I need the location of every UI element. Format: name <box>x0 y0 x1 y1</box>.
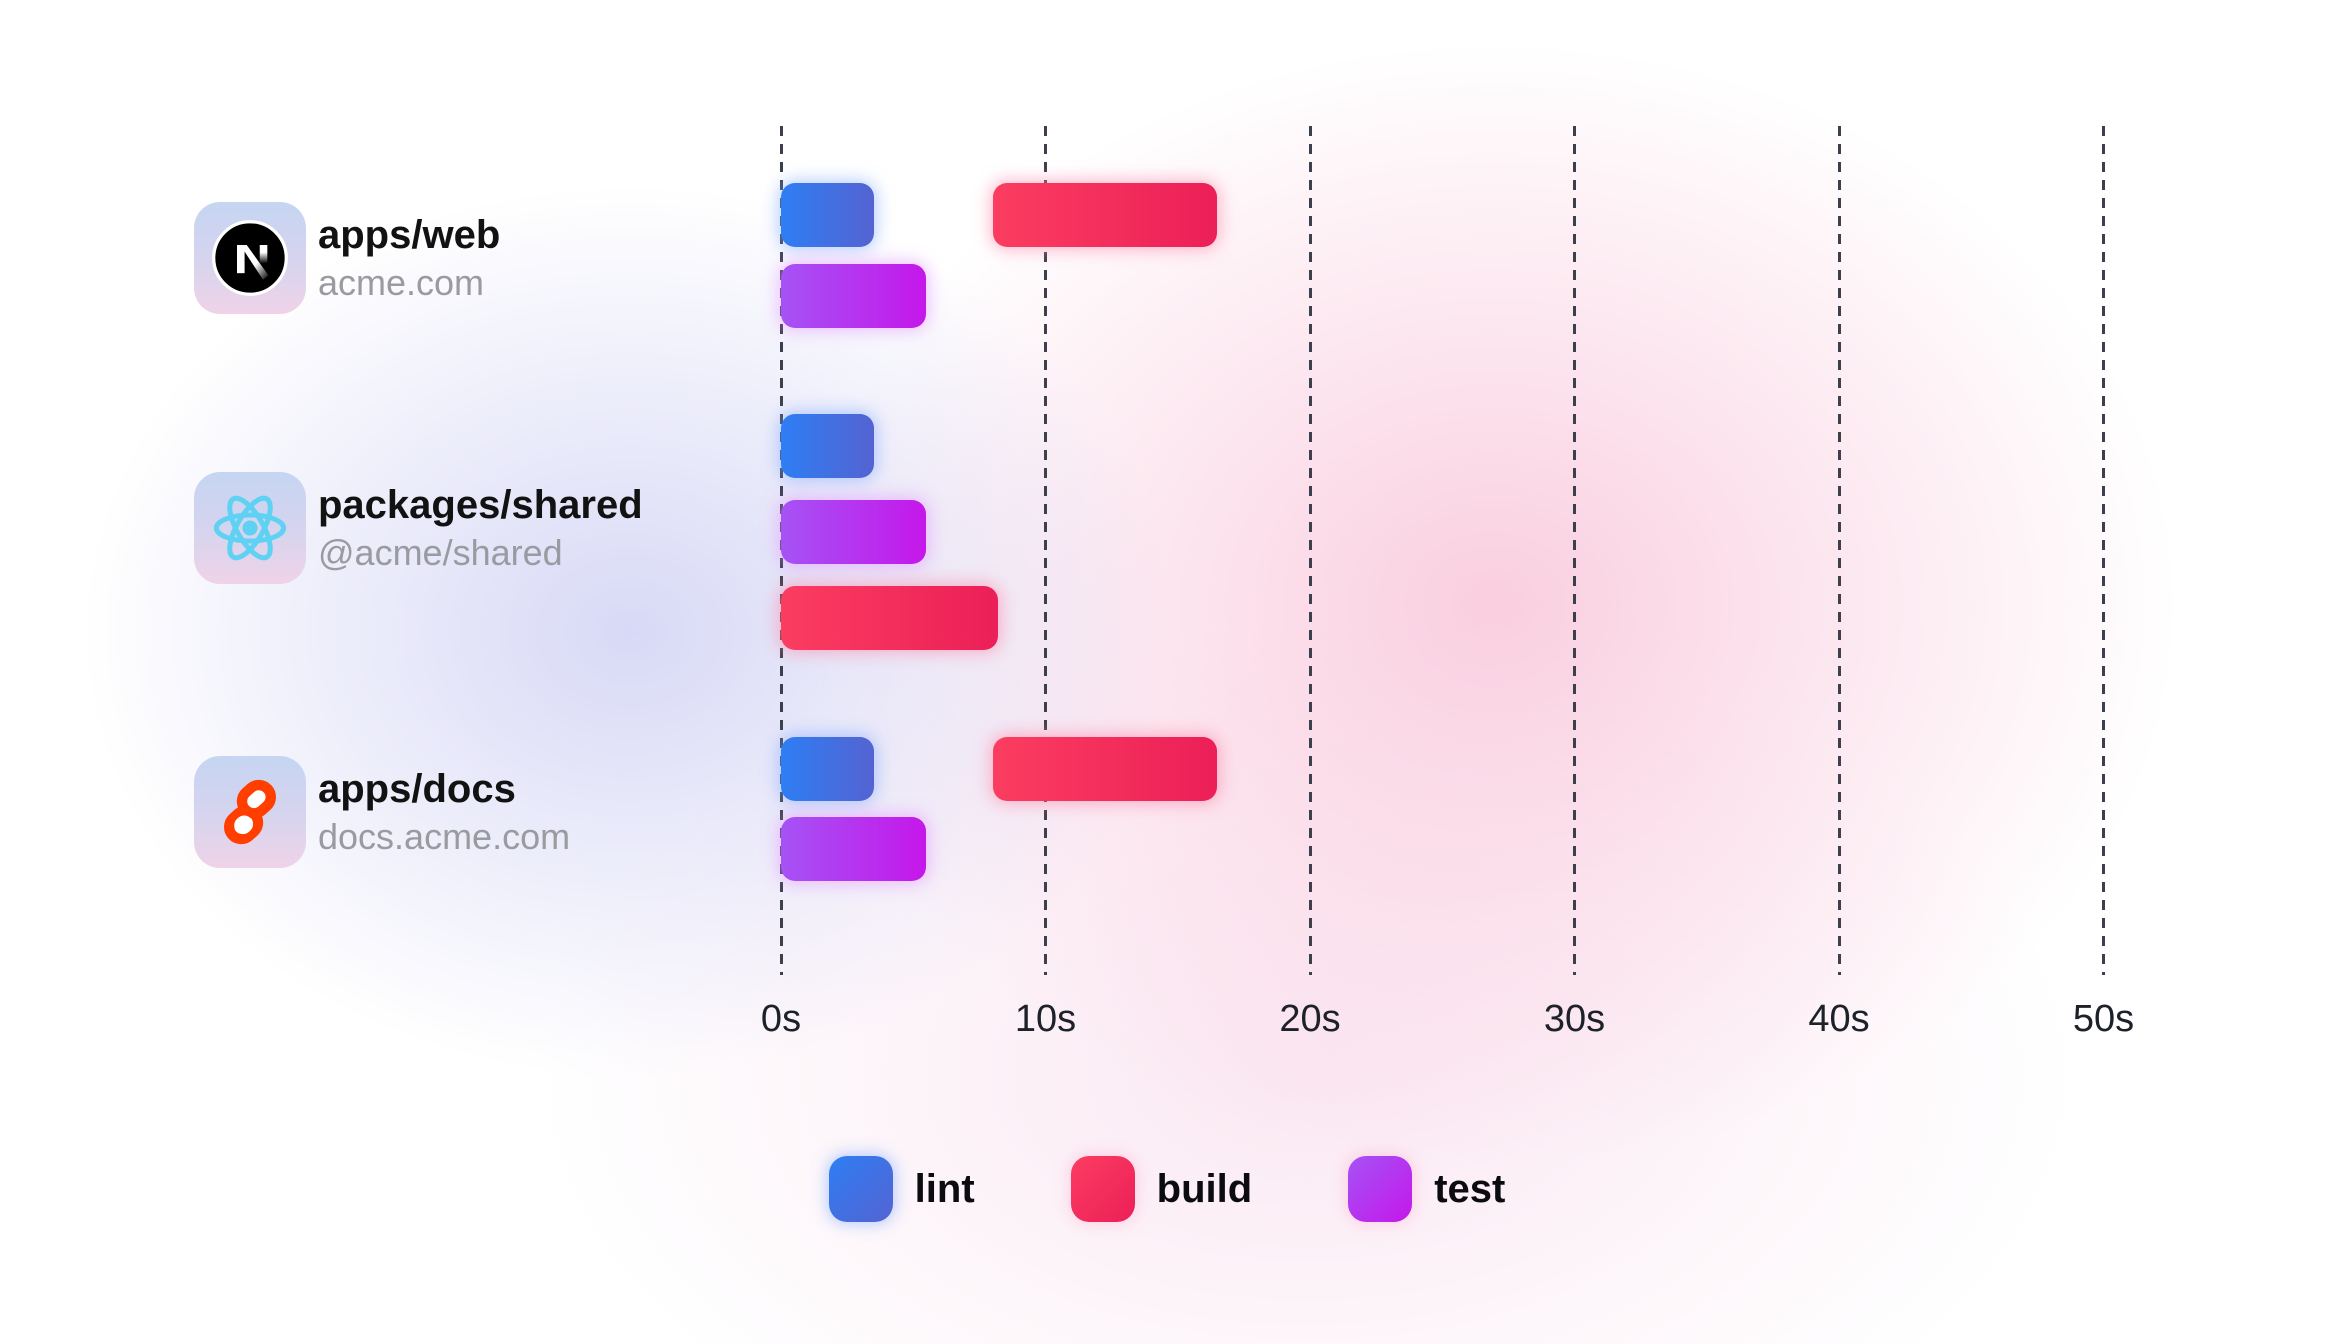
nextjs-icon <box>212 220 288 296</box>
project-label-apps-docs: apps/docs docs.acme.com <box>318 756 570 868</box>
gridline-40s <box>1837 126 1841 975</box>
bar-apps-docs-lint <box>781 737 874 801</box>
x-axis-tick-label: 10s <box>1014 998 1077 1040</box>
legend-swatch-lint <box>828 1156 893 1222</box>
project-label-apps-web: apps/web acme.com <box>318 202 500 314</box>
bar-apps-docs-build <box>992 737 1218 801</box>
project-subtitle: @acme/shared <box>318 532 563 574</box>
x-axis-tick-label: 20s <box>1279 998 1341 1040</box>
legend-item-lint: lint <box>828 1156 975 1222</box>
bar-packages-shared-test <box>781 500 927 564</box>
project-title: packages/shared <box>318 483 643 528</box>
gridline-30s <box>1573 126 1576 975</box>
bar-apps-docs-test <box>781 817 927 881</box>
gridline-20s <box>1308 126 1312 975</box>
bar-packages-shared-lint <box>781 414 874 478</box>
project-subtitle: acme.com <box>318 262 485 304</box>
x-axis-tick-label: 30s <box>1543 998 1606 1040</box>
bar-apps-web-build <box>992 183 1218 247</box>
legend-item-test: test <box>1348 1156 1505 1222</box>
legend-label: build <box>1156 1166 1253 1211</box>
project-card-apps-web <box>194 202 306 314</box>
legend-label: test <box>1434 1166 1506 1211</box>
react-icon <box>213 495 287 561</box>
legend-item-build: build <box>1070 1156 1253 1222</box>
x-axis-tick-label: 40s <box>1808 998 1870 1040</box>
project-title: apps/web <box>318 213 501 258</box>
legend-swatch-build <box>1070 1156 1135 1222</box>
bar-apps-web-test <box>781 264 927 328</box>
project-card-apps-docs <box>194 756 306 868</box>
legend-swatch-test <box>1348 1156 1413 1222</box>
project-title: apps/docs <box>318 767 516 812</box>
legend: lint build test <box>0 1156 2334 1222</box>
legend-label: lint <box>914 1166 975 1211</box>
bar-packages-shared-build <box>781 586 998 650</box>
x-axis-tick-label: 50s <box>2072 998 2135 1040</box>
bar-apps-web-lint <box>781 183 874 247</box>
project-card-packages-shared <box>194 472 306 584</box>
x-axis-tick-label: 0s <box>760 998 802 1040</box>
project-label-packages-shared: packages/shared @acme/shared <box>318 472 643 584</box>
gridline-50s <box>2102 126 2105 975</box>
svelte-icon <box>224 779 276 845</box>
project-subtitle: docs.acme.com <box>318 816 571 858</box>
gridline-10s <box>1044 126 1047 975</box>
